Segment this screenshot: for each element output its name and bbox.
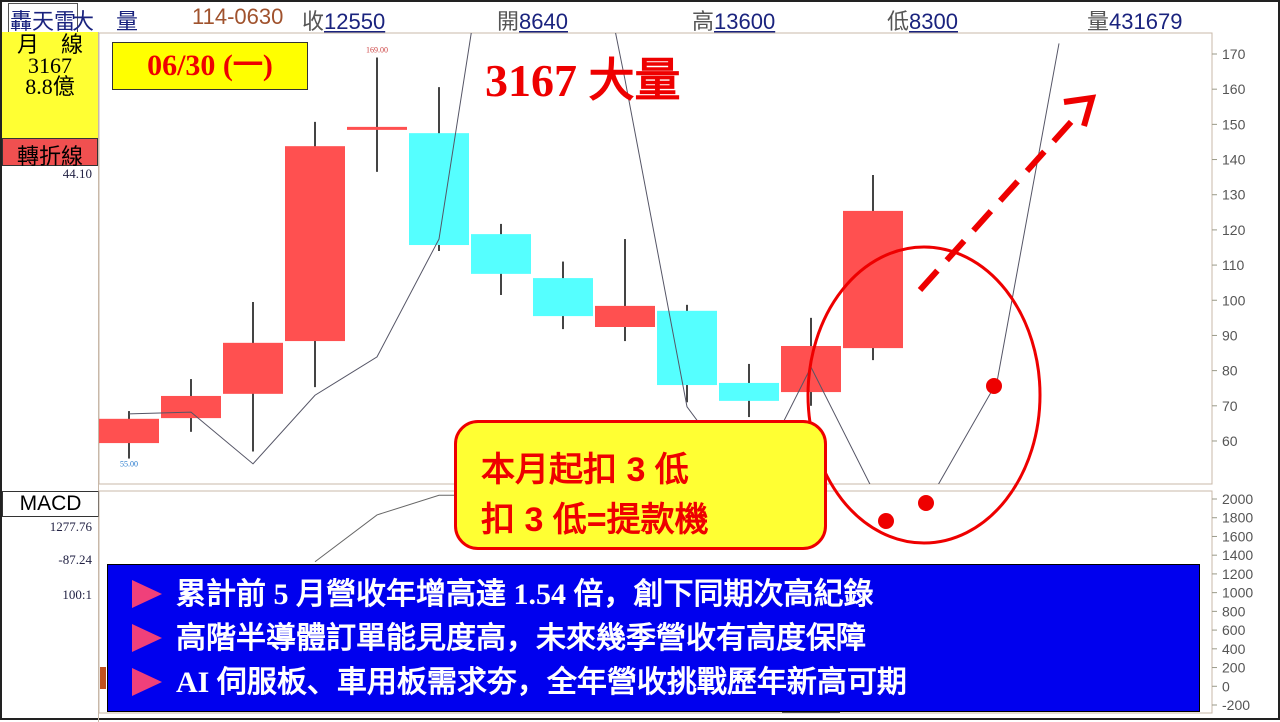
- macd-tick-label: 800: [1222, 603, 1246, 619]
- trend-arrow-line: [917, 109, 1083, 293]
- candle-body: [161, 395, 221, 419]
- arrow-head-icon: [1063, 94, 1097, 127]
- callout-line-2: 扣 3 低=提款機: [481, 501, 709, 539]
- highlights-panel: 累計前 5 月營收年增高達 1.54 倍，創下同期次高紀錄 高階半導體訂單能見度…: [107, 564, 1200, 712]
- macd-tick-label: 2000: [1222, 491, 1253, 507]
- candle-body: [533, 278, 593, 317]
- turn-line: [128, 33, 1060, 484]
- price-tick-label: 80: [1222, 363, 1238, 379]
- callout-line-1: 本月起扣 3 低: [481, 451, 689, 489]
- volume-bar: [100, 667, 106, 689]
- period-label: 月 線: [16, 32, 83, 57]
- macd-tick-label: 200: [1222, 660, 1246, 676]
- high-price-label: 169.00: [366, 46, 388, 55]
- macd-tick-label: 600: [1222, 622, 1246, 638]
- callout-bubble: 本月起扣 3 低 扣 3 低=提款機: [454, 420, 827, 550]
- date-box: 06/30 (一): [112, 42, 308, 90]
- price-tick-label: 120: [1222, 222, 1246, 238]
- candle-body: [285, 146, 345, 342]
- bullet-item: 高階半導體訂單能見度高，未來幾季營收有高度保障: [132, 617, 1199, 661]
- macd-value-1: 1277.76: [49, 519, 92, 534]
- quote-date: 114-0630: [192, 4, 284, 29]
- turn-line-label[interactable]: 轉折線: [2, 138, 98, 169]
- candle-body: [347, 126, 407, 130]
- low-marker-dot: [986, 378, 1002, 394]
- price-tick-label: 60: [1222, 433, 1238, 449]
- ratio-value: 100:1: [62, 587, 92, 602]
- low-marker-dot: [878, 513, 894, 529]
- price-tick-label: 140: [1222, 152, 1246, 168]
- indicator-panel: 月 線 3167 8.8億 轉折線 44.10 1277.76 -87.24 1…: [2, 32, 99, 722]
- flag-icon: [132, 668, 162, 696]
- candle-body: [223, 342, 283, 394]
- candle-body: [657, 310, 717, 386]
- candle-body: [99, 418, 159, 444]
- chart-annotation-title: 3167 大量: [485, 55, 681, 106]
- macd-value-2: -87.24: [58, 552, 92, 567]
- price-tick-label: 160: [1222, 81, 1246, 97]
- chart-mode[interactable]: 大 量: [72, 9, 139, 34]
- macd-tick-label: 1600: [1222, 528, 1253, 544]
- price-tick-label: 100: [1222, 292, 1246, 308]
- macd-tick-label: 1400: [1222, 547, 1253, 563]
- high-quote: 高13600: [692, 9, 776, 34]
- trade-amount: 8.8億: [25, 74, 75, 99]
- macd-tick-label: 1200: [1222, 566, 1253, 582]
- low-marker-dot: [918, 495, 934, 511]
- macd-tick-label: 1800: [1222, 510, 1253, 526]
- open-quote: 開8640: [497, 9, 568, 34]
- bullet-item: 累計前 5 月營收年增高達 1.54 倍，創下同期次高紀錄: [132, 573, 1199, 617]
- candle-body: [471, 234, 531, 274]
- price-tick-label: 90: [1222, 327, 1238, 343]
- macd-tick-label: 1000: [1222, 585, 1253, 601]
- flag-icon: [132, 624, 162, 652]
- macd-tick-label: -200: [1222, 697, 1250, 713]
- turn-line-value: 44.10: [62, 166, 92, 181]
- candle-body: [409, 133, 469, 246]
- price-tick-label: 150: [1222, 116, 1246, 132]
- stock-code: 3167: [28, 53, 72, 78]
- volume-quote: 量431679: [1087, 9, 1183, 34]
- macd-tick-label: 0: [1222, 678, 1230, 694]
- quote-header: 轟天雷 大 量 114-0630 收12550 開8640 高13600 低83…: [2, 2, 1280, 37]
- period-box[interactable]: 月 線 3167 8.8億: [2, 32, 98, 138]
- candle-body: [719, 382, 779, 401]
- price-tick-label: 110: [1222, 257, 1245, 273]
- price-tick-label: 70: [1222, 398, 1238, 414]
- macd-tick-label: 400: [1222, 641, 1246, 657]
- bullet-item: AI 伺服板、車用板需求夯，全年營收挑戰歷年新高可期: [132, 661, 1199, 705]
- candle-body: [595, 305, 655, 327]
- price-tick-label: 130: [1222, 187, 1246, 203]
- price-tick-label: 170: [1222, 46, 1246, 62]
- low-quote: 低8300: [887, 9, 958, 34]
- flag-icon: [132, 580, 162, 608]
- highlight-ellipse: [806, 245, 1042, 545]
- low-price-label: 55.00: [120, 460, 138, 469]
- close-quote: 收12550: [302, 9, 386, 34]
